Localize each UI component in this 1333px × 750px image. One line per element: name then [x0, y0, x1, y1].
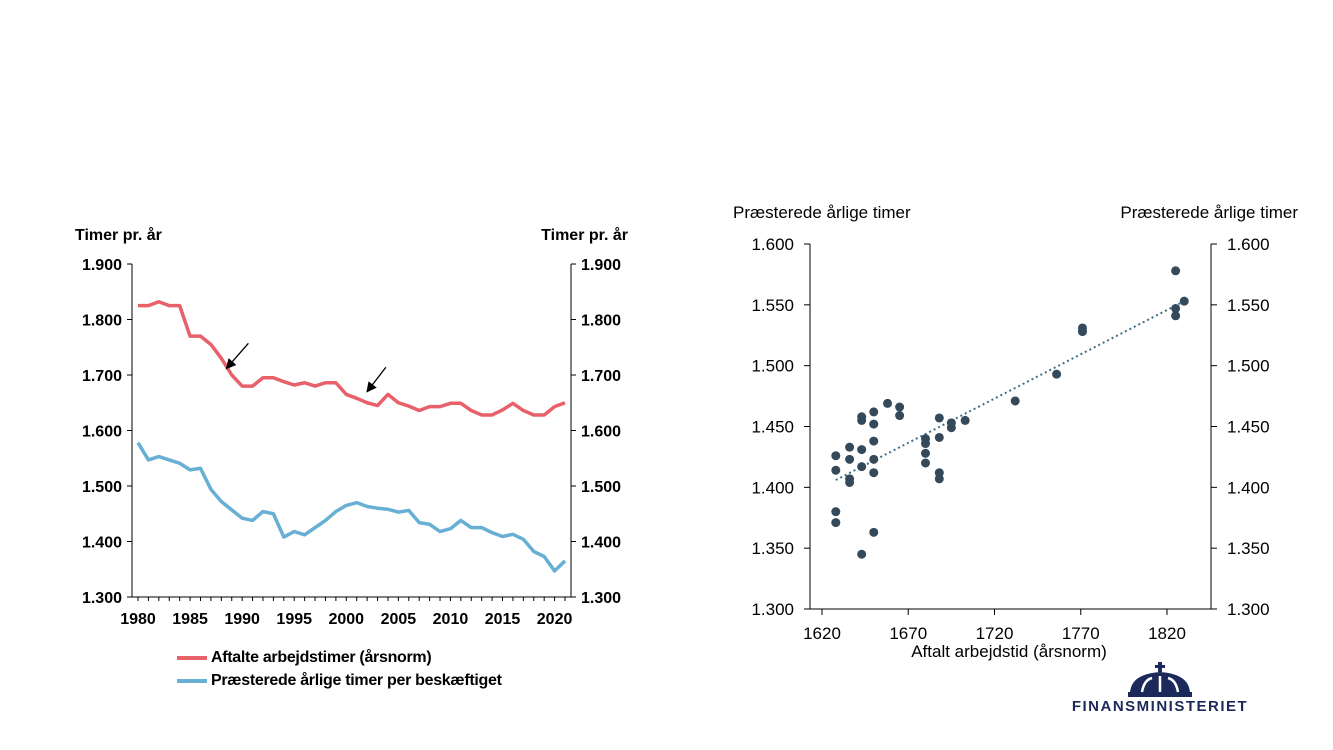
scatter-x-tick-label: 1620 [803, 624, 841, 643]
scatter-point [1052, 369, 1062, 379]
scatter-point [883, 398, 893, 408]
scatter-left-title: Præsterede årlige timer [733, 203, 911, 222]
finansministeriet-logo: FINANSMINISTERIET [1060, 662, 1260, 722]
line-x-tick-label: 1985 [172, 611, 208, 628]
scatter-point [934, 432, 944, 442]
scatter-point [845, 477, 855, 487]
scatter-x-tick-label: 1820 [1148, 624, 1186, 643]
scatter-left-tick-label: 1.450 [751, 418, 794, 437]
scatter-x-axis-label: Aftalt arbejdstid (årsnorm) [911, 642, 1107, 661]
scatter-point [1010, 396, 1020, 406]
scatter-right-tick-label: 1.550 [1227, 296, 1270, 315]
scatter-trendline [835, 300, 1185, 481]
line-right-tick-label: 1.400 [581, 535, 621, 552]
scatter-point [831, 451, 841, 461]
scatter-point [857, 462, 867, 472]
line-x-tick-label: 1995 [276, 611, 312, 628]
line-x-tick-label: 2000 [328, 611, 364, 628]
scatter-point [895, 402, 905, 412]
scatter-point [1171, 311, 1181, 321]
scatter-point [857, 415, 867, 425]
line-left-tick-label: 1.800 [82, 313, 122, 330]
scatter-right-tick-label: 1.450 [1227, 418, 1270, 437]
scatter-point [857, 549, 867, 559]
annotation-arrow [366, 366, 387, 393]
scatter-point [946, 423, 956, 433]
scatter-right-tick-label: 1.300 [1227, 600, 1270, 619]
line-left-tick-label: 1.900 [82, 257, 122, 274]
scatter-point [869, 454, 879, 464]
scatter-point [869, 468, 879, 478]
scatter-point [869, 407, 879, 417]
scatter-point [845, 454, 855, 464]
scatter-left-tick-label: 1.350 [751, 539, 794, 558]
scatter-right-tick-label: 1.600 [1227, 235, 1270, 254]
scatter-point [869, 527, 879, 537]
scatter-point [921, 458, 930, 468]
annotation-arrow [225, 342, 249, 370]
scatter-point [857, 445, 867, 455]
scatter-left-tick-label: 1.500 [751, 357, 794, 376]
scatter-left-tick-label: 1.600 [751, 235, 794, 254]
crown-icon [1128, 662, 1192, 697]
line-left-tick-label: 1.300 [82, 590, 122, 607]
line-right-tick-label: 1.600 [581, 424, 621, 441]
scatter-point [921, 448, 930, 458]
scatter-point [1077, 327, 1087, 337]
scatter-point [934, 474, 944, 484]
scatter-point [921, 439, 930, 449]
scatter-x-tick-label: 1720 [976, 624, 1014, 643]
line-left-tick-label: 1.400 [82, 535, 122, 552]
scatter-right-tick-label: 1.350 [1227, 539, 1270, 558]
scatter-point [831, 465, 841, 475]
legend-label-praesterede: Præsterede årlige timer per beskæftiget [211, 671, 502, 689]
line-x-tick-label: 1980 [120, 611, 156, 628]
scatter-x-tick-label: 1770 [1062, 624, 1100, 643]
line-x-tick-label: 2010 [433, 611, 469, 628]
scatter-point [934, 413, 944, 423]
scatter-point [869, 436, 879, 446]
line-right-tick-label: 1.500 [581, 479, 621, 496]
legend-item-aftalte: Aftalte arbejdstimer (årsnorm) [177, 646, 502, 669]
series-line-praesterede [136, 441, 567, 573]
line-right-tick-label: 1.700 [581, 368, 621, 385]
scatter-right-tick-label: 1.400 [1227, 478, 1270, 497]
line-left-tick-label: 1.600 [82, 424, 122, 441]
scatter-point [1179, 296, 1189, 306]
logo-text: FINANSMINISTERIET [1071, 698, 1249, 715]
line-right-axis-label: Timer pr. år [541, 226, 628, 244]
line-x-tick-label: 2015 [485, 611, 521, 628]
scatter-point [1171, 303, 1181, 313]
series-line-aftalte [138, 299, 566, 417]
scatter-point [831, 507, 841, 517]
line-x-tick-label: 1990 [224, 611, 260, 628]
line-left-axis-label: Timer pr. år [75, 226, 162, 244]
line-chart-legend: Aftalte arbejdstimer (årsnorm) Præstered… [177, 646, 502, 692]
scatter-right-tick-label: 1.500 [1227, 357, 1270, 376]
legend-item-praesterede: Præsterede årlige timer per beskæftiget [177, 669, 502, 692]
scatter-point [831, 518, 841, 528]
line-right-tick-label: 1.900 [581, 257, 621, 274]
scatter-point [845, 442, 855, 452]
scatter-point [960, 415, 970, 425]
scatter-x-tick-label: 1670 [889, 624, 927, 643]
line-left-tick-label: 1.700 [82, 368, 122, 385]
scatter-right-title: Præsterede årlige timer [1120, 203, 1298, 222]
legend-swatch-red [177, 655, 207, 660]
line-x-tick-label: 2020 [537, 611, 573, 628]
scatter-point [869, 419, 879, 429]
scatter-left-tick-label: 1.400 [751, 478, 794, 497]
line-right-tick-label: 1.800 [581, 313, 621, 330]
legend-label-aftalte: Aftalte arbejdstimer (årsnorm) [211, 648, 432, 666]
line-left-tick-label: 1.500 [82, 479, 122, 496]
legend-swatch-blue [177, 678, 207, 683]
scatter-left-tick-label: 1.300 [751, 600, 794, 619]
line-x-tick-label: 2005 [381, 611, 417, 628]
scatter-point [1171, 266, 1181, 276]
scatter-point [895, 411, 905, 421]
line-right-tick-label: 1.300 [581, 590, 621, 607]
scatter-left-tick-label: 1.550 [751, 296, 794, 315]
